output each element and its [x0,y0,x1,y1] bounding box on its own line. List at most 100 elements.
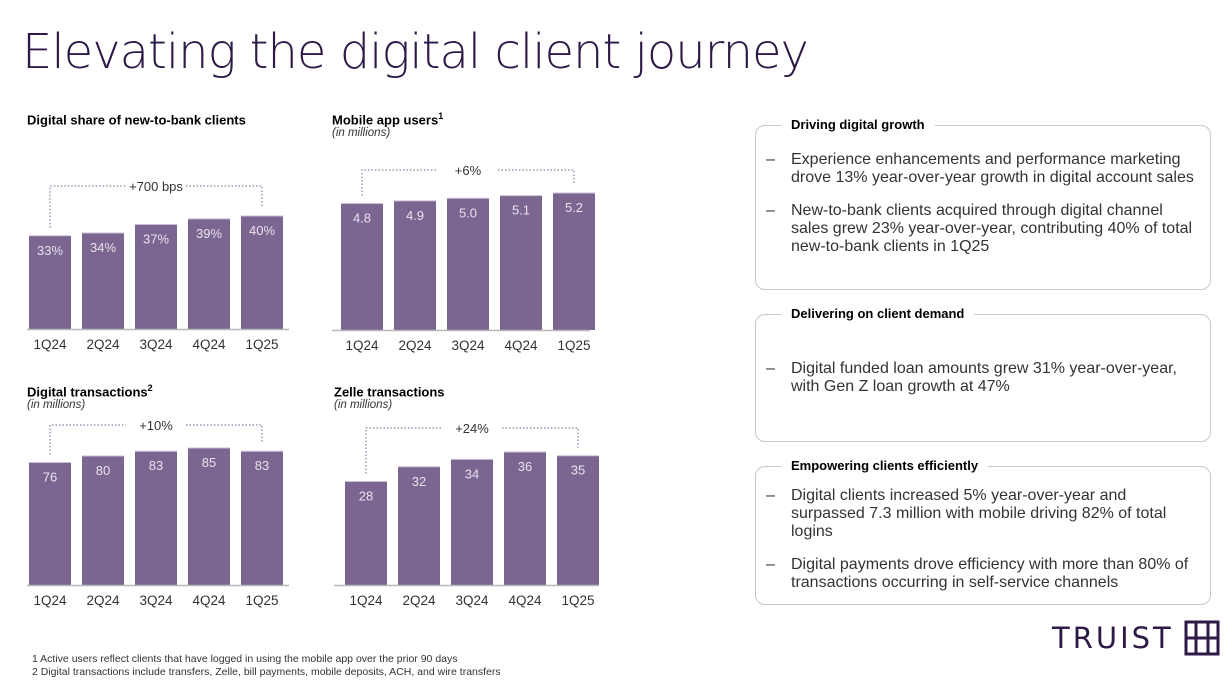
x-tick-label: 1Q24 [349,593,383,608]
growth-annotation: +6% [455,163,482,178]
data-label: 37% [143,231,169,246]
bullet-list: – Digital clients increased 5% year-over-… [756,487,1210,607]
logo-text: TRUIST [1052,621,1174,655]
bracket-left [365,427,442,474]
chart-title: Digital transactions2 [27,383,153,400]
dash-bullet-icon: – [766,487,775,504]
x-tick-label: 2Q24 [86,337,120,352]
data-label: 5.2 [565,200,583,215]
footnote-2: 2 Digital transactions include transfers… [32,666,501,678]
data-label: 34 [465,466,479,481]
x-tick-label: 4Q24 [192,337,226,352]
chart-svg: 33% 1Q24 34% 2Q24 37% 3Q24 39% 4Q24 40% 1Q25 +700 … [27,179,289,352]
x-tick-label: 3Q24 [455,593,489,608]
growth-annotation: +24% [455,421,489,436]
panel-driving-digital-growth: Driving digital growth – Experience enhan… [755,117,1211,290]
bar-1q24 [341,203,383,330]
bullet-item: – Digital clients increased 5% year-over-… [766,487,1167,540]
bar-3q24 [135,224,177,329]
bar-2q24 [82,456,124,585]
chart-svg: 76 1Q24 80 2Q24 83 3Q24 85 4Q24 83 1Q25 +10% [27,418,289,608]
growth-annotation: +700 bps [129,179,183,194]
data-label: 32 [412,474,426,489]
bar-3q24 [135,451,177,585]
data-label: 5.1 [512,203,530,218]
chart-title: Zelle transactions [334,384,445,400]
data-label: 76 [43,470,57,485]
data-label: 33% [37,243,63,258]
panel-heading: Empowering clients efficiently [781,458,989,473]
bar-1q25 [241,216,283,329]
chart-mobile-app-users: Mobile app users1 (in millions) 4.8 1Q24 4… [332,111,602,361]
bar-4q24 [500,195,542,330]
bullet-item: – Digital funded loan amounts grew 31% ye… [766,360,1177,395]
x-tick-label: 1Q24 [33,337,67,352]
bar-4q24 [188,218,230,329]
data-label: 36 [518,459,532,474]
bar-1q25 [553,193,595,330]
bar-1q24 [345,481,387,585]
bracket-left [361,169,438,196]
bracket-right [186,424,263,444]
panel-delivering-client-demand: Delivering on client demand – Digital fun… [755,306,1211,442]
bracket-right [498,169,575,185]
x-tick-label: 4Q24 [508,593,542,608]
bar-1q25 [557,455,599,585]
data-label: 80 [96,463,110,478]
bar-4q24 [188,448,230,585]
x-tick-label: 1Q24 [33,593,67,608]
growth-annotation: +10% [139,418,173,433]
bar-3q24 [451,459,493,585]
x-tick-label: 4Q24 [504,338,538,353]
x-tick-label: 2Q24 [398,338,432,353]
data-label: 85 [202,455,216,470]
bracket-right [186,185,263,208]
data-label: 4.9 [406,208,424,223]
x-tick-label: 2Q24 [86,593,120,608]
bar-3q24 [447,198,489,330]
panel-heading: Driving digital growth [781,117,935,132]
dash-bullet-icon: – [766,360,775,377]
bar-1q24 [29,462,71,585]
bullet-list: – Experience enhancements and performance… [756,151,1210,271]
bullet-item: – New-to-bank clients acquired through di… [766,202,1193,255]
x-tick-label: 1Q25 [245,593,278,608]
footnote-1: 1 Active users reflect clients that have… [32,653,458,665]
dash-bullet-icon: – [766,556,775,573]
bracket-left [49,424,126,455]
bar-1q25 [241,451,283,585]
bar-2q24 [82,232,124,329]
data-label: 40% [249,223,275,238]
bar-4q24 [504,452,546,585]
truist-logo: TRUIST [1052,620,1220,656]
chart-subtitle: (in millions) [334,399,393,411]
data-label: 34% [90,240,116,255]
bracket-left [49,185,126,228]
x-tick-label: 3Q24 [139,337,173,352]
x-tick-label: 1Q25 [245,337,278,352]
data-label: 83 [149,458,163,473]
x-tick-label: 2Q24 [402,593,436,608]
page-title: Elevating the digital client journey [22,24,809,80]
x-tick-label: 4Q24 [192,593,226,608]
x-tick-label: 3Q24 [451,338,485,353]
chart-digital-transactions: Digital transactions2 (in millions) 76 1Q… [27,383,292,618]
chart-svg: 4.8 1Q24 4.9 2Q24 5.0 3Q24 5.1 4Q24 5.2 1Q25 +6% [332,163,595,353]
x-tick-label: 3Q24 [139,593,173,608]
bullet-list: – Digital funded loan amounts grew 31% ye… [756,360,1210,411]
bracket-right [502,427,579,448]
data-label: 5.0 [459,205,477,220]
bar-2q24 [394,200,436,330]
data-label: 39% [196,226,222,241]
data-label: 83 [255,458,269,473]
x-tick-label: 1Q25 [561,593,594,608]
data-label: 35 [571,463,585,478]
bar-1q24 [29,235,71,329]
data-label: 4.8 [353,211,371,226]
bar-2q24 [398,466,440,585]
chart-digital-share: Digital share of new-to-bank clients 33%… [27,111,292,361]
panel-empowering-clients: Empowering clients efficiently – Digital … [755,458,1211,607]
chart-subtitle: (in millions) [332,127,391,139]
bullet-item: – Experience enhancements and performance… [766,151,1194,186]
chart-title: Digital share of new-to-bank clients [27,112,246,128]
